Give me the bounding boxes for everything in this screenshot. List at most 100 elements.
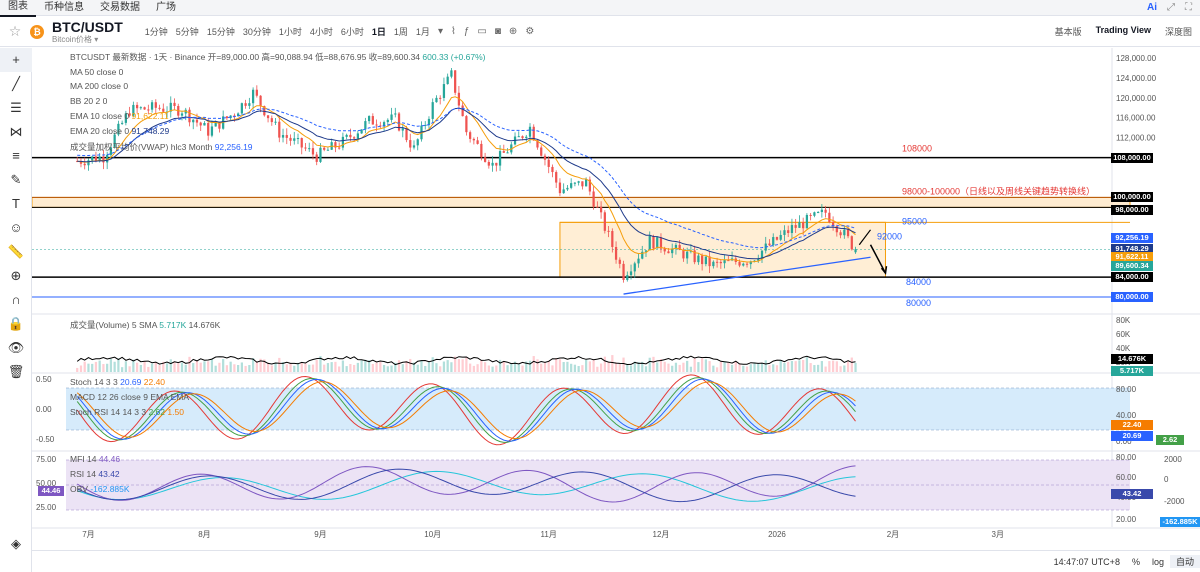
candle-body (180, 113, 184, 116)
chart-type-icon[interactable]: ⌇ (450, 26, 456, 37)
stoch-k-line (76, 378, 856, 442)
up-arrow-icon (858, 229, 871, 246)
volume-bar (83, 361, 86, 372)
volume-bar (835, 361, 838, 372)
legend-obv[interactable]: OBV -162.885K (70, 484, 130, 494)
legend-open: 开=89,000.00 (207, 52, 260, 62)
timeframe-1m[interactable]: 1分钟 (144, 27, 168, 37)
trendline-icon[interactable]: ╱ (12, 76, 20, 91)
text-icon[interactable]: T (12, 196, 20, 211)
view-tradingview[interactable]: Trading View (1095, 25, 1151, 35)
symbol-subtitle[interactable]: Bitcoin价格 ▾ (52, 34, 99, 44)
emoji-icon[interactable]: ☺ (9, 220, 23, 235)
nav-tab-square[interactable]: 广场 (156, 1, 176, 13)
add-icon[interactable]: ⊕ (508, 26, 518, 37)
legend-vwap[interactable]: 成交量加权平均价(VWAP) hlc3 Month 92,256.19 (70, 141, 253, 153)
legend-title: BTCUSDT 最新数据 · 1天 · Binance (70, 52, 206, 62)
legend-ma50[interactable]: MA 50 close 0 (70, 67, 124, 77)
nav-tab-coin-info[interactable]: 币种信息 (44, 1, 84, 13)
candle-body (772, 237, 775, 246)
timeframe-30m[interactable]: 30分钟 (242, 27, 271, 37)
price-axis-label: 98,000.00 (1111, 205, 1153, 216)
legend-macd[interactable]: MACD 12 26 close 9 EMA EMA (70, 392, 190, 402)
time-tick: 9月 (314, 530, 326, 539)
time-tick: 3月 (992, 530, 1004, 539)
volume-bar (214, 365, 217, 372)
log-toggle[interactable]: log (1151, 556, 1164, 567)
ruler-icon[interactable]: 📏 (7, 244, 25, 259)
candle-body (697, 255, 700, 263)
volume-bar (540, 363, 543, 372)
candle-body (648, 235, 651, 251)
price-chart[interactable]: 10800098000-100000（日线以及周线关键趋势转换线）9500092… (32, 48, 1200, 550)
legend-stoch[interactable]: Stoch 14 3 3 20.69 22.40 (70, 377, 165, 387)
legend-mfi[interactable]: MFI 14 44.46 (70, 454, 120, 464)
fib-icon[interactable]: ≡ (12, 148, 20, 163)
view-basic[interactable]: 基本版 (1054, 27, 1082, 37)
indicators-icon[interactable]: ƒ (463, 26, 470, 37)
favorite-star-icon[interactable]: ☆ (8, 23, 22, 39)
horizontal-lines-icon[interactable]: ☰ (10, 100, 22, 115)
mfi-tick: 25.00 (36, 503, 57, 512)
legend-ma200[interactable]: MA 200 close 0 (70, 81, 129, 91)
bitcoin-logo-icon: ₿ (30, 24, 44, 39)
nav-tab-chart[interactable]: 图表 (0, 0, 36, 17)
volume-bar (135, 362, 139, 372)
price-axis-label: 92,256.19 (1111, 233, 1153, 243)
volume-bar (364, 359, 367, 372)
candle-body (581, 181, 584, 187)
fullscreen-icon[interactable]: ⛶ (1185, 2, 1192, 13)
volume-bar (237, 365, 240, 372)
timeframe-1h[interactable]: 1小时 (278, 27, 302, 37)
volume-bar (805, 357, 809, 372)
volume-bar (296, 362, 300, 372)
crosshair-icon[interactable]: + (0, 48, 32, 72)
auto-scale-toggle[interactable]: 自动 (1169, 555, 1200, 568)
lock-icon[interactable]: 🔒 (7, 316, 25, 331)
legend-rsi[interactable]: RSI 14 43.42 (70, 469, 120, 479)
layout-icon[interactable]: ▭ (477, 26, 487, 37)
legend-volume[interactable]: 成交量(Volume) 5 SMA 5.717K 14.676K (70, 319, 220, 331)
timeframe-5m[interactable]: 5分钟 (175, 27, 199, 37)
volume-bar (828, 361, 831, 372)
percent-toggle[interactable]: % (1131, 556, 1140, 567)
symbol-title[interactable]: BTC/USDT (52, 18, 123, 35)
pattern-icon[interactable]: ⋈ (9, 124, 23, 139)
volume-bar (244, 365, 247, 372)
timeframe-1d[interactable]: 1日 (371, 27, 386, 37)
timeframe-1mo[interactable]: 1月 (415, 27, 430, 37)
eye-icon[interactable]: 👁 (7, 340, 25, 355)
ai-icon[interactable]: Ai (1147, 2, 1157, 13)
candle-body (240, 103, 243, 114)
candle-body (757, 258, 760, 261)
trash-icon[interactable]: 🗑 (7, 364, 25, 379)
volume-bar (633, 361, 636, 372)
view-depth[interactable]: 深度图 (1164, 27, 1192, 37)
dropdown-chevron-icon[interactable]: ▾ (437, 26, 443, 37)
candle-body (592, 191, 595, 207)
timeframe-4h[interactable]: 4小时 (309, 27, 333, 37)
zoom-icon[interactable]: ⊕ (10, 268, 22, 283)
nav-tab-trading-data[interactable]: 交易数据 (100, 1, 140, 13)
volume-bar (446, 360, 449, 372)
settings-icon[interactable]: ⚙ (525, 26, 535, 37)
timeframe-1w[interactable]: 1周 (393, 27, 408, 37)
candle-body (195, 119, 199, 123)
timeframe-15m[interactable]: 15分钟 (206, 27, 235, 37)
candle-body (506, 152, 509, 154)
legend-stochrsi[interactable]: Stoch RSI 14 14 3 3 2.62 1.50 (70, 407, 184, 417)
legend-ema20[interactable]: EMA 20 close 0 91,748.29 (70, 126, 169, 136)
layers-icon[interactable]: ◈ (11, 536, 21, 551)
volume-bar (117, 358, 120, 372)
brush-icon[interactable]: ✎ (10, 172, 22, 187)
timeframe-6h[interactable]: 6小时 (340, 27, 364, 37)
candle-body (446, 76, 449, 85)
magnet-icon[interactable]: ∩ (11, 292, 21, 307)
legend-bb[interactable]: BB 20 2 0 (70, 96, 108, 106)
camera-icon[interactable]: ◙ (494, 26, 501, 37)
rsi-axis-label: 44.46 (38, 486, 64, 496)
candle-body (723, 260, 726, 264)
legend-ema10[interactable]: EMA 10 close 0 91,622.11 (70, 111, 169, 121)
expand-icon[interactable]: ⤢ (1167, 2, 1175, 13)
candle-body (745, 263, 749, 265)
